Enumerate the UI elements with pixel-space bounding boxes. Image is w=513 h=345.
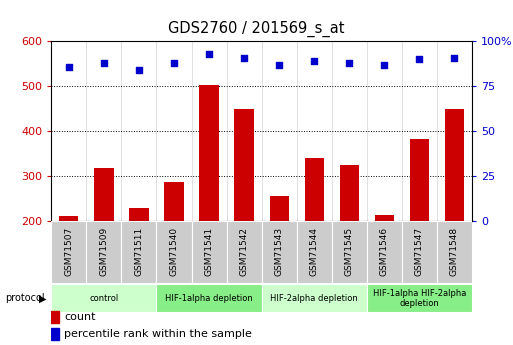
Bar <box>51 310 59 323</box>
Text: count: count <box>64 312 95 322</box>
Bar <box>367 221 402 283</box>
Text: GSM71547: GSM71547 <box>415 227 424 276</box>
Point <box>100 60 108 66</box>
Bar <box>402 221 437 283</box>
Point <box>380 62 388 68</box>
Text: GSM71509: GSM71509 <box>100 227 108 276</box>
Point <box>205 51 213 57</box>
Bar <box>191 221 227 283</box>
Point <box>345 60 353 66</box>
Bar <box>51 284 156 313</box>
Bar <box>164 182 184 221</box>
Text: HIF-1alpha depletion: HIF-1alpha depletion <box>165 294 253 303</box>
Point <box>240 55 248 60</box>
Point <box>65 64 73 69</box>
Bar <box>86 221 122 283</box>
Bar <box>305 158 324 221</box>
Text: GSM71540: GSM71540 <box>169 227 179 276</box>
Bar <box>51 221 86 283</box>
Text: protocol: protocol <box>5 294 45 303</box>
Bar <box>297 221 332 283</box>
Bar <box>227 221 262 283</box>
Text: HIF-1alpha HIF-2alpha
depletion: HIF-1alpha HIF-2alpha depletion <box>372 289 466 308</box>
Bar <box>122 221 156 283</box>
Bar <box>94 168 113 221</box>
Point <box>170 60 178 66</box>
Text: GSM71548: GSM71548 <box>450 227 459 276</box>
Text: GSM71542: GSM71542 <box>240 227 249 276</box>
Bar <box>262 221 297 283</box>
Bar <box>332 221 367 283</box>
Bar <box>59 216 78 221</box>
Text: GSM71543: GSM71543 <box>274 227 284 276</box>
Bar <box>374 215 394 221</box>
Point <box>275 62 283 68</box>
Bar <box>410 139 429 221</box>
Bar <box>340 165 359 221</box>
Point <box>450 55 459 60</box>
Bar <box>156 284 262 313</box>
Text: control: control <box>89 294 119 303</box>
Bar <box>234 109 254 221</box>
Text: GSM71507: GSM71507 <box>64 227 73 276</box>
Bar <box>367 284 472 313</box>
Bar <box>200 85 219 221</box>
Text: HIF-2alpha depletion: HIF-2alpha depletion <box>270 294 358 303</box>
Text: GSM71541: GSM71541 <box>205 227 213 276</box>
Bar <box>156 221 191 283</box>
Bar <box>51 328 59 340</box>
Bar <box>129 208 149 221</box>
Text: percentile rank within the sample: percentile rank within the sample <box>64 329 252 339</box>
Text: GSM71545: GSM71545 <box>345 227 354 276</box>
Text: GSM71544: GSM71544 <box>310 227 319 276</box>
Bar <box>437 221 472 283</box>
Point <box>135 67 143 73</box>
Text: GDS2760 / 201569_s_at: GDS2760 / 201569_s_at <box>168 21 345 37</box>
Text: GSM71511: GSM71511 <box>134 227 144 276</box>
Text: GSM71546: GSM71546 <box>380 227 389 276</box>
Bar <box>445 109 464 221</box>
Text: ▶: ▶ <box>38 294 46 303</box>
Bar <box>262 284 367 313</box>
Bar <box>269 196 289 221</box>
Point <box>415 57 423 62</box>
Point <box>310 58 318 64</box>
